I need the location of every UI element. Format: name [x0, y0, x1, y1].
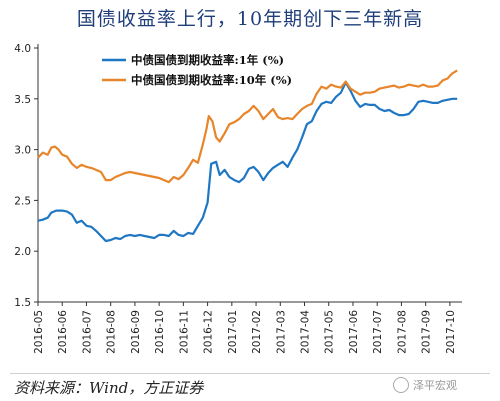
x-tick-label: 2016-08 — [106, 310, 118, 354]
series-line-10y — [37, 69, 458, 184]
x-tick-label: 2017-05 — [324, 310, 336, 354]
y-tick-label: 2.5 — [14, 195, 31, 207]
watermark: 泽平宏观 — [393, 377, 457, 393]
x-tick-label: 2017-10 — [445, 310, 457, 354]
x-tick-label: 2017-06 — [348, 310, 360, 354]
y-tick-label: 2.0 — [14, 246, 31, 258]
y-tick-label: 4.0 — [14, 43, 31, 55]
source-note: 资料来源：Wind，方正证券 — [14, 379, 204, 397]
x-tick-label: 2016-11 — [178, 310, 190, 354]
x-tick-label: 2017-08 — [396, 310, 408, 354]
x-tick-label: 2017-04 — [300, 310, 312, 354]
y-tick-label: 3.5 — [14, 94, 31, 106]
y-tick-label: 1.5 — [14, 297, 31, 309]
legend-label: 中债国债到期收益率:1年 (%) — [131, 53, 284, 67]
footer-divider — [10, 373, 490, 374]
x-tick-label: 2017-03 — [275, 310, 287, 354]
chart-axes: 1.5 2.0 2.5 3.0 3.5 4.0 2016-05 2016-06 2016-07 2… — [14, 43, 462, 354]
x-tick-label: 2017-01 — [227, 310, 239, 354]
series-layer — [37, 69, 458, 243]
line-chart: 1.5 2.0 2.5 3.0 3.5 4.0 2016-05 2016-06 2016-07 2… — [14, 43, 462, 354]
x-tick-label: 2017-02 — [251, 310, 263, 354]
y-tick-label: 3.0 — [14, 145, 31, 157]
wechat-logo-icon — [393, 377, 409, 393]
x-tick-label: 2017-09 — [421, 310, 433, 354]
x-tick-label: 2016-07 — [81, 310, 93, 354]
series-line-1y — [37, 81, 458, 243]
x-tick-label: 2016-09 — [130, 310, 142, 354]
watermark-text: 泽平宏观 — [413, 379, 457, 392]
chart-legend: 中债国债到期收益率:1年 (%) 中债国债到期收益率:10年 (%) — [102, 53, 292, 87]
chart-title: 国债收益率上行，10年期创下三年新高 — [76, 8, 424, 30]
x-tick-label: 2016-06 — [57, 310, 69, 354]
x-tick-label: 2016-12 — [203, 310, 215, 354]
x-tick-label: 2016-10 — [154, 310, 166, 354]
legend-label: 中债国债到期收益率:10年 (%) — [131, 73, 292, 87]
x-tick-label: 2016-05 — [33, 310, 45, 354]
x-tick-label: 2017-07 — [372, 310, 384, 354]
